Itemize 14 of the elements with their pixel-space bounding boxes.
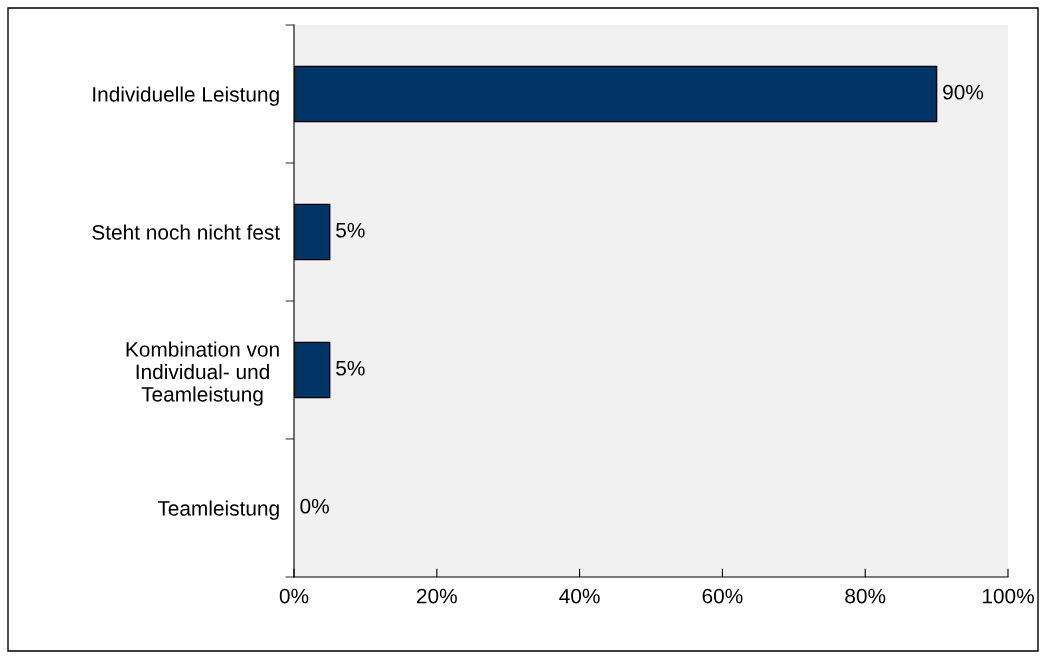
y-tick-label: Teamleistung [157, 500, 279, 520]
data-label: 90% [943, 84, 984, 100]
y-tick-label: Kombination von Individual- und Teamleistung [126, 341, 279, 406]
x-tick-label: 40% [559, 588, 600, 604]
data-label: 0% [300, 498, 329, 514]
data-label: 5% [336, 360, 365, 376]
y-tick-label: Steht noch nicht fest [92, 224, 280, 240]
x-tick-label: 80% [845, 588, 886, 604]
x-tick-label: 20% [417, 588, 457, 604]
y-tick-label: Individuelle Leistung [93, 86, 279, 106]
x-tick-label: 0% [279, 588, 309, 604]
x-tick-label: 60% [702, 588, 743, 604]
data-label: 5% [336, 222, 365, 238]
x-tick-label: 100% [982, 588, 1034, 604]
